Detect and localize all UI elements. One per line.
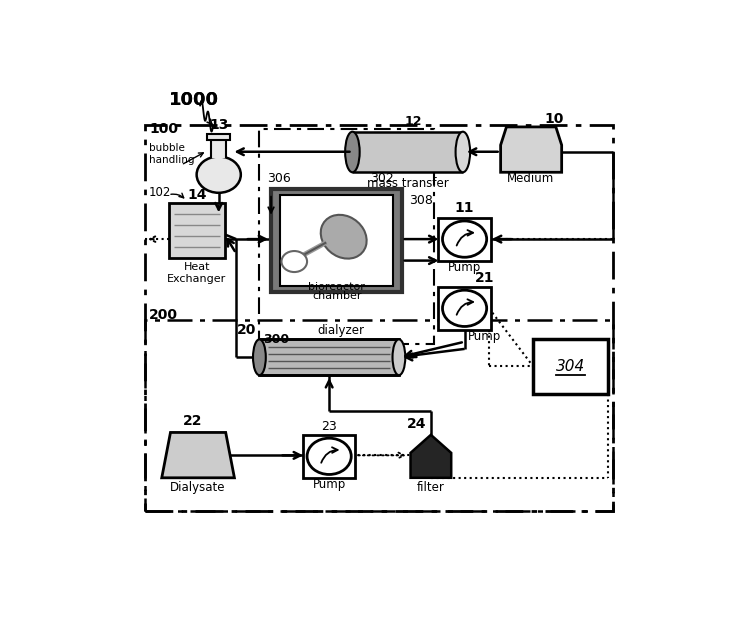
Bar [532, 339, 608, 394]
Ellipse shape [321, 215, 367, 259]
Text: 302: 302 [370, 172, 393, 185]
Text: 1000: 1000 [170, 91, 219, 109]
Text: 12: 12 [405, 115, 422, 128]
Bar [145, 125, 613, 511]
Circle shape [281, 251, 307, 272]
Circle shape [196, 156, 241, 193]
Text: chamber: chamber [312, 291, 362, 301]
Text: Dialysate: Dialysate [170, 481, 226, 494]
Text: 200: 200 [149, 308, 178, 322]
Bar [439, 287, 491, 330]
Text: 22: 22 [182, 414, 202, 428]
Circle shape [442, 221, 487, 257]
Text: Pump: Pump [468, 330, 502, 343]
Polygon shape [501, 127, 562, 172]
Text: Heat: Heat [184, 262, 210, 272]
Text: filter: filter [417, 481, 445, 494]
Text: 1000: 1000 [170, 91, 219, 110]
Bar [170, 203, 224, 258]
Ellipse shape [392, 339, 405, 375]
Text: 11: 11 [454, 202, 474, 215]
Polygon shape [162, 433, 235, 478]
Text: Pump: Pump [313, 478, 346, 491]
Bar [260, 339, 399, 375]
Text: 21: 21 [476, 270, 495, 285]
Text: bubble
handling: bubble handling [149, 143, 194, 165]
Text: 100: 100 [149, 122, 178, 136]
Text: 10: 10 [544, 112, 564, 126]
Bar [303, 435, 355, 478]
Polygon shape [410, 435, 452, 478]
Text: 306: 306 [267, 172, 291, 185]
Text: 13: 13 [209, 118, 229, 132]
Bar [271, 189, 402, 291]
Circle shape [442, 290, 487, 327]
Ellipse shape [253, 339, 266, 375]
Text: Pump: Pump [448, 260, 482, 273]
Circle shape [307, 438, 351, 474]
Text: dialyzer: dialyzer [317, 324, 364, 337]
Text: 300: 300 [263, 333, 289, 346]
Ellipse shape [345, 131, 360, 172]
Text: Exchanger: Exchanger [167, 274, 226, 284]
Text: 14: 14 [188, 187, 207, 202]
Ellipse shape [455, 131, 470, 172]
Text: 102: 102 [148, 186, 171, 199]
Bar [260, 130, 434, 344]
Bar [207, 134, 230, 140]
Bar [439, 218, 491, 260]
Bar [211, 140, 226, 158]
Text: mass transfer: mass transfer [367, 177, 448, 190]
Text: 308: 308 [410, 194, 434, 207]
Text: bioreactor: bioreactor [308, 282, 365, 292]
Bar [145, 321, 613, 512]
Bar [280, 195, 393, 286]
Text: 304: 304 [556, 360, 585, 374]
Text: 20: 20 [237, 322, 256, 337]
Text: 24: 24 [406, 417, 426, 431]
Text: 23: 23 [321, 420, 337, 433]
Bar [352, 131, 463, 172]
Text: Medium: Medium [507, 172, 554, 185]
